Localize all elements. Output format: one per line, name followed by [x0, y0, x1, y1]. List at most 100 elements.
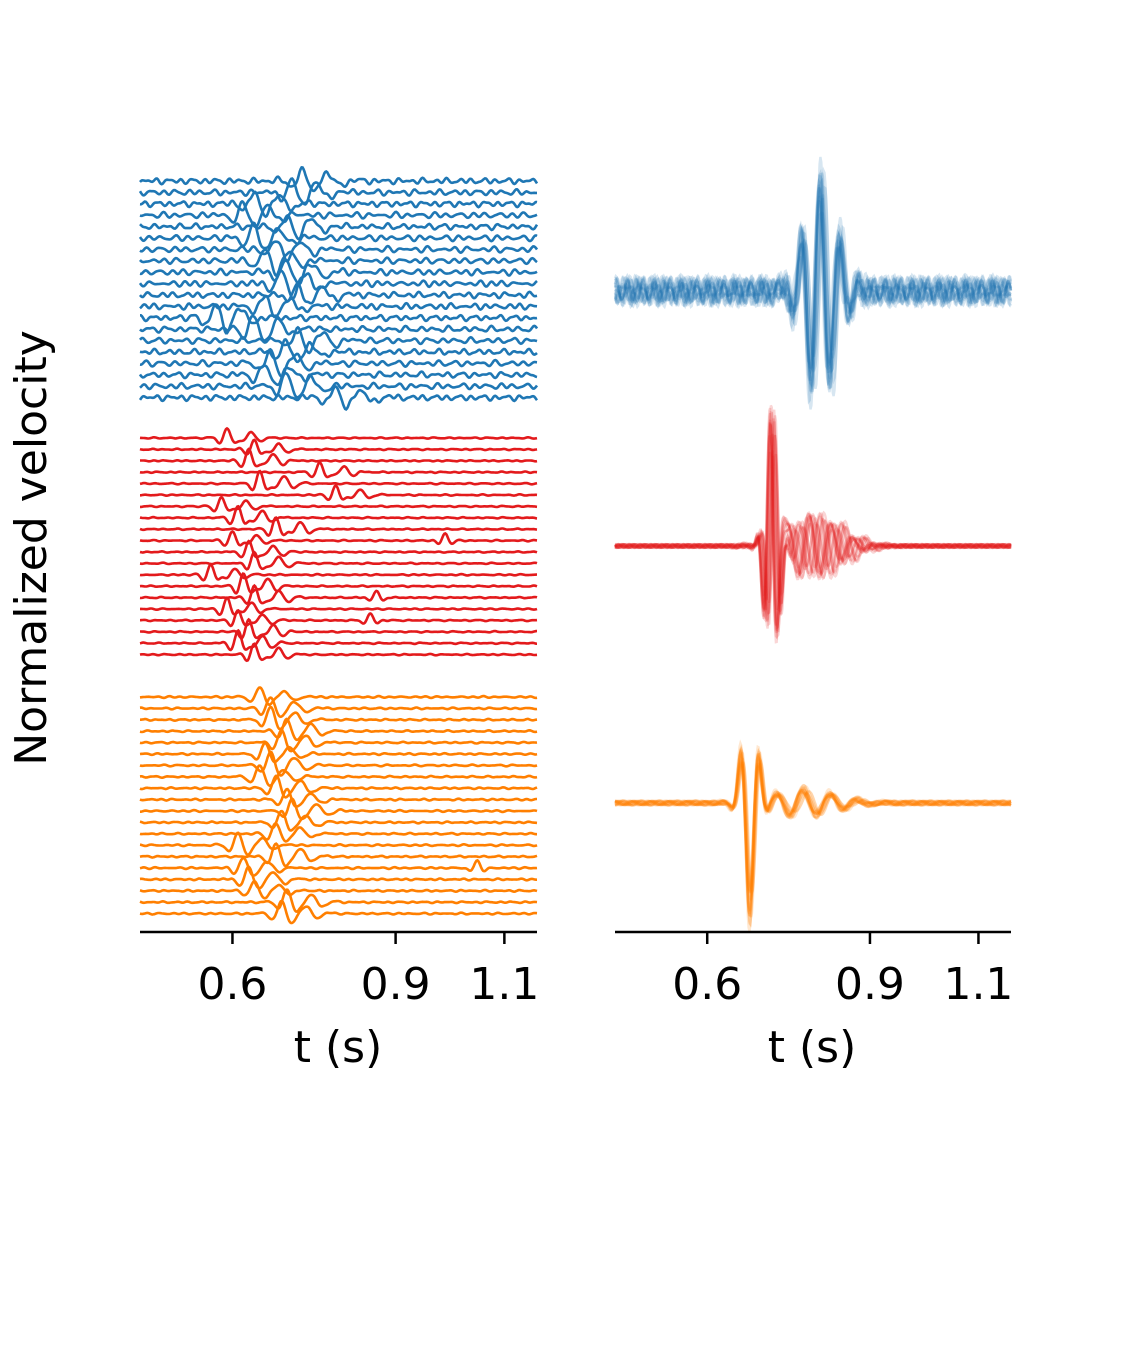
trace-line	[140, 596, 538, 617]
overlay-trace-line	[614, 746, 1012, 919]
overlay-trace-line	[614, 422, 1012, 631]
trace-line	[140, 447, 538, 469]
overlay-trace-line	[613, 184, 1012, 374]
trace-line	[139, 199, 538, 229]
trace-line	[139, 686, 538, 707]
overlay-trace-line	[614, 419, 1012, 634]
trace-line	[138, 364, 538, 387]
trace-line	[140, 303, 538, 335]
trace-line	[139, 696, 538, 719]
overlay-trace-line	[614, 407, 1012, 644]
trace-line	[139, 325, 538, 355]
overlay-trace-line	[614, 423, 1012, 631]
trace-line	[139, 750, 538, 777]
x-tick-label: 0.6	[672, 959, 742, 1010]
trace-line	[139, 787, 537, 808]
overlay-trace-line	[614, 421, 1012, 622]
overlay-trace-line	[613, 187, 1013, 369]
trace-line	[138, 281, 538, 305]
trace-line	[139, 842, 538, 868]
trace-line	[139, 822, 537, 843]
trace-line	[139, 516, 538, 537]
overlay-trace-line	[614, 433, 1012, 613]
overlay-trace-line	[614, 404, 1012, 640]
overlay-trace-line	[613, 187, 1012, 388]
overlay-trace-line	[613, 172, 1013, 410]
trace-line	[139, 190, 538, 219]
overlay-trace-line	[614, 749, 1011, 918]
overlay-trace-line	[614, 758, 1012, 894]
overlay-trace-line	[614, 175, 1013, 394]
trace-line	[139, 642, 538, 663]
x-tick-label: 1.1	[943, 959, 1013, 1010]
overlay-trace-line	[614, 758, 1012, 898]
trace-line	[139, 461, 538, 479]
trace-line	[139, 314, 539, 342]
trace-line	[139, 583, 538, 606]
trace-line	[139, 888, 538, 913]
trace-line	[140, 495, 538, 513]
overlay-trace-line	[613, 172, 1013, 393]
overlay-trace-line	[614, 199, 1013, 371]
trace-line	[140, 705, 538, 731]
trace-line	[139, 563, 537, 582]
overlay-trace-line	[614, 749, 1012, 913]
trace-line	[140, 483, 538, 502]
trace-line	[138, 177, 537, 206]
overlay-trace-line	[614, 453, 1012, 604]
trace-line	[138, 221, 538, 250]
x-tick-label: 1.1	[469, 959, 539, 1010]
figure-ylabel: Normalized velocity	[6, 330, 57, 765]
overlay-trace-line	[615, 415, 1012, 627]
trace-line	[140, 797, 538, 821]
trace-line	[139, 347, 538, 378]
trace-line	[139, 504, 538, 526]
trace-line	[139, 337, 538, 364]
trace-line	[139, 899, 538, 925]
overlay-trace-line	[614, 409, 1012, 629]
trace-line	[139, 865, 537, 890]
overlay-trace-line	[614, 739, 1012, 932]
x-tick-label: 0.9	[361, 959, 431, 1010]
trace-line	[139, 371, 539, 399]
overlay-trace-line	[613, 187, 1013, 382]
overlay-trace-line	[614, 756, 1012, 901]
overlay-trace-line	[614, 453, 1012, 601]
left-xlabel: t (s)	[294, 1022, 383, 1073]
overlay-trace-line	[613, 156, 1013, 393]
right-ticks: 0.6 0.9 1.1	[672, 932, 1013, 1010]
trace-line	[140, 608, 538, 628]
trace-line	[139, 550, 538, 571]
trace-line	[139, 438, 538, 456]
overlay-trace-line	[614, 752, 1012, 913]
overlay-trace-line	[614, 435, 1012, 617]
trace-line	[139, 856, 538, 877]
overlay-trace-line	[614, 434, 1012, 615]
overlay-trace-line	[614, 744, 1012, 928]
trace-line	[139, 213, 539, 241]
right-xlabel: t (s)	[768, 1022, 857, 1073]
trace-line	[138, 384, 539, 411]
trace-line	[139, 240, 539, 263]
overlay-trace-line	[614, 760, 1012, 894]
overlay-trace-line	[614, 211, 1013, 362]
overlay-trace-line	[614, 745, 1012, 929]
overlay-trace-line	[614, 751, 1012, 918]
trace-line	[139, 809, 538, 832]
trace-line	[139, 628, 537, 652]
overlay-trace-line	[613, 194, 1012, 373]
overlay-trace-line	[614, 435, 1012, 626]
overlay-trace-line	[614, 211, 1012, 375]
left-panel: 0.6 0.9 1.1 t (s)	[138, 166, 539, 1073]
overlay-trace-line	[614, 451, 1012, 610]
overlay-trace-line	[613, 168, 1013, 392]
overlay-trace-line	[614, 197, 1013, 373]
overlay-trace-line	[614, 418, 1012, 622]
overlay-trace-line	[614, 759, 1012, 892]
trace-line	[139, 764, 538, 788]
overlay-trace-line	[614, 760, 1012, 893]
trace-line	[139, 539, 538, 559]
trace-line	[139, 258, 538, 286]
trace-line	[139, 831, 538, 857]
right-traces	[613, 156, 1013, 932]
